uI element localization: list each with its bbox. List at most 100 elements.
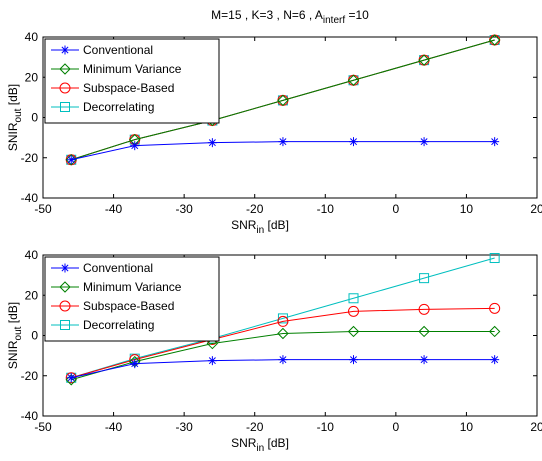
- legend-item: Conventional: [51, 261, 153, 275]
- x-tick-label: 20: [530, 202, 542, 216]
- marker-diamond: [59, 63, 71, 75]
- legend-box: [44, 256, 220, 342]
- y-axis-label: SNIRout [dB]: [6, 302, 24, 369]
- marker-star: [67, 374, 75, 382]
- legend-label: Subspace-Based: [83, 299, 174, 313]
- marker-diamond: [206, 337, 219, 350]
- marker-square: [348, 293, 359, 304]
- marker-diamond: [347, 325, 360, 338]
- marker-square: [60, 102, 70, 112]
- y-tick-label: 20: [25, 70, 39, 84]
- marker-circle: [489, 302, 501, 314]
- series-conventional: [66, 137, 500, 165]
- x-tick-label: -20: [246, 420, 264, 434]
- marker-star: [67, 156, 75, 164]
- legend-item: Decorrelating: [51, 318, 154, 332]
- marker-star: [131, 142, 139, 150]
- legend-label: Minimum Variance: [83, 62, 182, 76]
- legend-label: Conventional: [83, 43, 153, 57]
- y-axis-label-main: SNIR: [6, 340, 20, 369]
- marker-diamond: [488, 34, 501, 46]
- marker-diamond: [488, 325, 501, 338]
- marker-diamond: [59, 281, 71, 293]
- marker-star: [491, 138, 499, 146]
- marker-star: [131, 360, 139, 368]
- y-tick-label: 40: [25, 30, 39, 44]
- marker-square: [60, 320, 70, 330]
- marker-diamond: [347, 74, 360, 86]
- marker-star: [61, 46, 69, 54]
- chart-panel-1: M=15 , K=3 , N=6 , Ainterf =10-50 -40 -30-…: [6, 8, 542, 236]
- y-tick-label: 0: [31, 329, 38, 343]
- marker-star: [208, 357, 216, 365]
- legend: Conventional Minimum Variance Subspace-Bas…: [44, 256, 220, 342]
- y-tick-label: 0: [31, 111, 38, 125]
- legend-item: Subspace-Based: [51, 81, 174, 95]
- marker-star: [491, 356, 499, 364]
- legend-item: Conventional: [51, 43, 153, 57]
- x-tick-label: -30: [175, 420, 193, 434]
- marker-diamond: [418, 325, 430, 338]
- x-axis-label-main: SNR: [231, 218, 257, 232]
- legend-label: Minimum Variance: [83, 280, 182, 294]
- x-tick-label: 10: [460, 420, 474, 434]
- marker-circle: [65, 372, 77, 384]
- y-tick-label: -20: [21, 151, 39, 165]
- marker-square: [419, 273, 430, 284]
- x-tick-label: 20: [530, 420, 542, 434]
- x-tick-label: -40: [105, 202, 123, 216]
- legend-label: Subspace-Based: [83, 81, 174, 95]
- chart-title: M=15 , K=3 , N=6 , Ainterf =10: [211, 8, 369, 26]
- series-minimum-variance: [65, 34, 501, 166]
- x-axis-label-subscript: in: [256, 443, 264, 454]
- x-axis-label: SNRin [dB]: [231, 436, 289, 454]
- marker-star: [420, 138, 428, 146]
- x-tick-label: -50: [34, 420, 52, 434]
- marker-diamond: [65, 154, 77, 166]
- series-line: [71, 39, 495, 161]
- marker-star: [208, 139, 216, 147]
- marker-star: [350, 138, 358, 146]
- x-axis-label-unit: [dB]: [264, 218, 289, 232]
- x-axis-label-unit: [dB]: [264, 436, 289, 450]
- x-axis-label-subscript: in: [256, 225, 264, 236]
- y-axis-label-subscript: out: [13, 108, 24, 122]
- marker-circle: [348, 305, 360, 317]
- x-axis-label-main: SNR: [231, 436, 257, 450]
- y-tick-label: -40: [21, 191, 39, 205]
- legend-item: Minimum Variance: [51, 62, 182, 76]
- x-tick-label: -20: [246, 202, 264, 216]
- x-tick-label: -40: [105, 420, 123, 434]
- x-tick-label: 10: [460, 202, 474, 216]
- chart-title-tail: =10: [345, 8, 369, 22]
- chart-title-main: M=15 , K=3 , N=6 , A: [211, 8, 323, 22]
- x-tick-label: -30: [175, 202, 193, 216]
- y-tick-label: -20: [21, 369, 39, 383]
- marker-star: [61, 264, 69, 272]
- marker-star: [350, 356, 358, 364]
- marker-diamond: [277, 94, 289, 107]
- x-tick-label: -10: [317, 202, 335, 216]
- legend-label: Decorrelating: [83, 100, 154, 114]
- y-axis-label-subscript: out: [13, 326, 24, 340]
- y-axis-label-main: SNIR: [6, 122, 20, 151]
- x-axis-label: SNRin [dB]: [231, 218, 289, 236]
- marker-diamond: [418, 54, 430, 66]
- marker-star: [420, 356, 428, 364]
- x-tick-label: -50: [34, 202, 52, 216]
- legend-item: Subspace-Based: [51, 299, 174, 313]
- x-tick-label: 0: [393, 202, 400, 216]
- y-axis-label-unit: [dB]: [6, 302, 20, 327]
- series-line: [71, 257, 495, 379]
- y-tick-label: 40: [25, 248, 39, 262]
- marker-star: [279, 138, 287, 146]
- marker-star: [279, 356, 287, 364]
- marker-square: [489, 253, 500, 264]
- legend-label: Decorrelating: [83, 318, 154, 332]
- y-axis-label-unit: [dB]: [6, 84, 20, 109]
- y-axis-label: SNIRout [dB]: [6, 84, 24, 151]
- legend-label: Conventional: [83, 261, 153, 275]
- y-tick-label: 20: [25, 288, 39, 302]
- x-tick-label: -10: [317, 420, 335, 434]
